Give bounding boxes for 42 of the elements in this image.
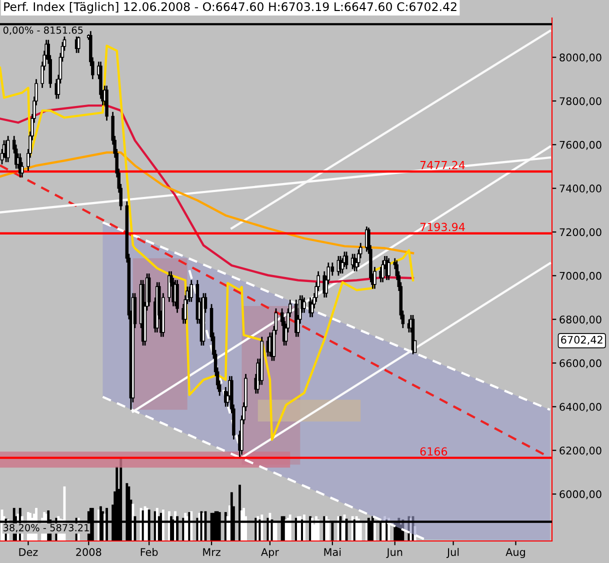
x-tick-label: Mai xyxy=(324,548,341,556)
x-tick-label: Feb xyxy=(140,548,158,556)
y-tick-label: 6600,00 xyxy=(560,359,602,368)
bar xyxy=(268,512,272,541)
annotation: 38,20% - 5873.21 xyxy=(4,524,89,532)
y-tick-label: 6800,00 xyxy=(560,316,602,325)
candlestick xyxy=(387,258,390,281)
ref-line-label: 7193.94 xyxy=(420,222,465,232)
y-tick-label: 7200,00 xyxy=(560,228,602,238)
y-tick-label: 6400,00 xyxy=(560,402,602,412)
y-tick-label: 6000,00 xyxy=(560,490,602,500)
x-tick-label: Jun xyxy=(386,548,402,558)
y-tick-label: 6200,00 xyxy=(560,446,602,456)
bar xyxy=(260,514,264,541)
x-tick-label: 2008 xyxy=(76,548,102,556)
y-tick-label: 7000,00 xyxy=(560,272,602,281)
line-series xyxy=(0,151,414,254)
ref-line-label: 7477.24 xyxy=(420,160,465,170)
y-tick-label: 7800,00 xyxy=(560,97,602,106)
y-tick-label: 7600,00 xyxy=(560,140,602,150)
candlestick xyxy=(344,250,348,270)
x-tick-label: Jul xyxy=(446,548,459,558)
x-tick-label: Aug xyxy=(506,548,525,558)
candlestick xyxy=(76,36,80,54)
candlestick xyxy=(381,260,384,283)
x-tick-label: Apr xyxy=(261,548,279,558)
y-tick-label: 7400,00 xyxy=(560,184,602,194)
text: 6702,42 xyxy=(561,336,602,345)
candlestick xyxy=(168,270,171,303)
x-tick-label: Dez xyxy=(19,548,38,556)
y-tick-label: 8000,00 xyxy=(560,54,602,62)
candlestick xyxy=(6,135,10,163)
candlestick xyxy=(330,262,334,276)
ref-line-label: 6166 xyxy=(420,447,448,456)
bar xyxy=(374,521,376,541)
bar xyxy=(288,514,292,541)
chart-title: Perf. Index [Täglich] 12.06.2008 - O:6647.60 H:6703.19 L:6647.60 C:6702.42 xyxy=(4,2,456,14)
line-series xyxy=(0,44,414,441)
bar xyxy=(162,510,164,541)
annotation: 0,00% - 8151.65 xyxy=(3,26,83,35)
x-tick-label: Mrz xyxy=(203,548,220,556)
bar xyxy=(359,521,362,541)
